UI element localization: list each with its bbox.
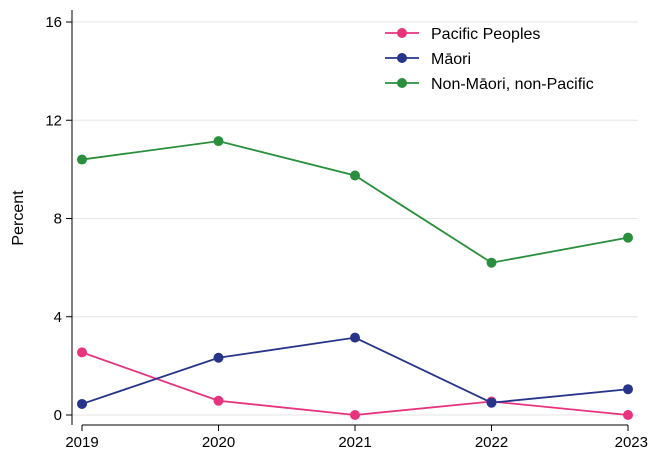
data-point [623, 410, 633, 420]
y-axis: 0 4 8 12 16 [45, 10, 73, 425]
data-point [213, 352, 224, 363]
data-point [77, 398, 87, 409]
data-point [623, 384, 633, 395]
series-2 [77, 136, 633, 268]
data-point [486, 397, 497, 408]
legend-label: Pacific Peoples [431, 26, 540, 43]
y-tick-label: 4 [54, 309, 62, 326]
series-line [81, 140, 629, 264]
legend-label: Māori [431, 51, 471, 68]
y-tick-label: 12 [45, 112, 62, 129]
data-point [77, 154, 87, 165]
legend: Pacific Peoples Māori Non-Māori, non-Pacif… [385, 26, 594, 93]
series-line [81, 336, 629, 405]
data-point [77, 347, 87, 358]
data-point [350, 410, 360, 420]
data-point [350, 332, 360, 343]
y-tick-label: 0 [54, 407, 62, 424]
legend-label: Non-Māori, non-Pacific [431, 76, 594, 93]
y-tick-label: 16 [45, 14, 62, 31]
x-axis: 2019 2020 2021 2022 2023 [65, 424, 648, 451]
x-tick-label: 2020 [202, 434, 235, 451]
x-tick-label: 2023 [615, 434, 648, 451]
x-tick-label: 2022 [475, 434, 508, 451]
legend-item: Non-Māori, non-Pacific [385, 76, 594, 93]
legend-swatch-marker [397, 78, 407, 88]
x-tick-label: 2019 [65, 434, 98, 451]
gridlines [72, 21, 638, 416]
legend-item: Pacific Peoples [385, 26, 540, 43]
series-1 [77, 332, 633, 409]
series-0 [77, 347, 633, 420]
y-tick-label: 8 [54, 211, 62, 228]
data-point [213, 395, 224, 406]
y-axis-title: Percent [10, 190, 27, 246]
x-tick-label: 2021 [338, 434, 371, 451]
data-point [623, 232, 633, 243]
data-point [486, 257, 497, 268]
data-point [213, 136, 224, 147]
data-point [350, 170, 360, 181]
legend-item: Māori [385, 51, 471, 68]
series-line [81, 351, 629, 416]
legend-swatch-marker [397, 53, 407, 63]
series-layer [77, 136, 633, 420]
legend-swatch-marker [397, 28, 407, 38]
